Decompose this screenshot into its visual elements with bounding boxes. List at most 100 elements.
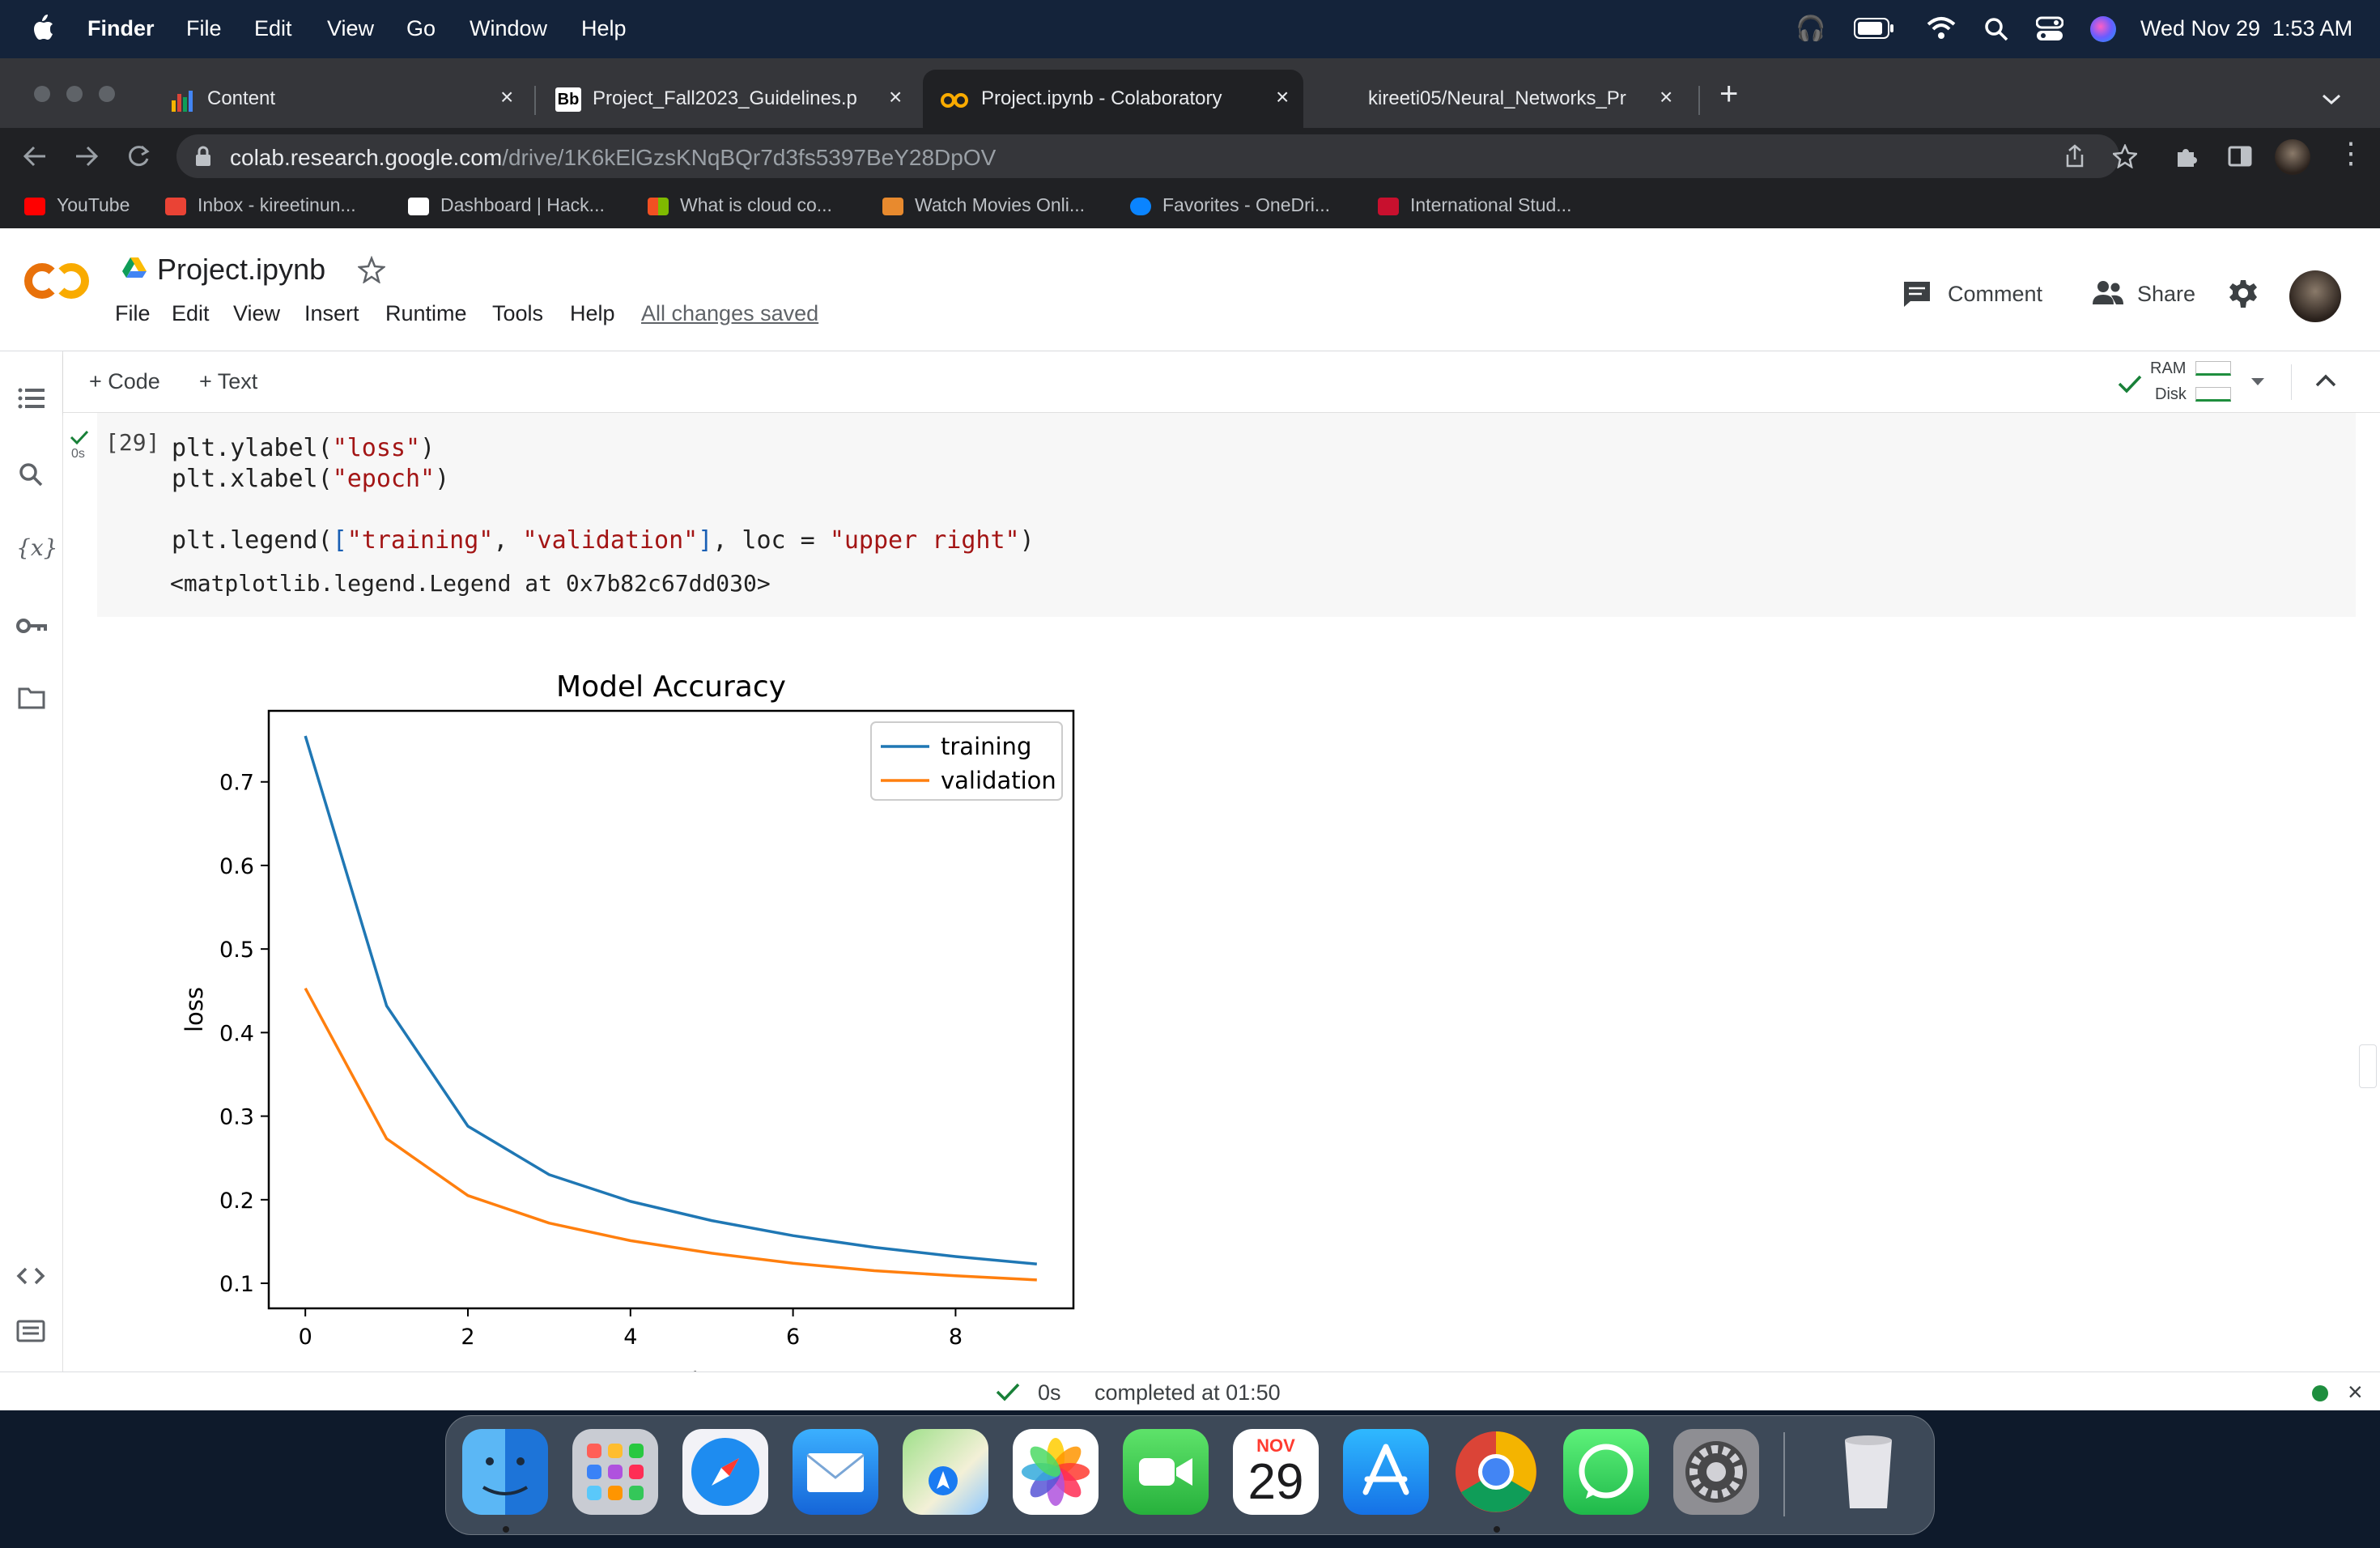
launchpad-icon[interactable] (572, 1429, 658, 1515)
secrets-key-icon[interactable] (16, 617, 47, 635)
star-notebook-icon[interactable] (358, 256, 385, 283)
add-code-cell-button[interactable]: + Code (89, 369, 160, 393)
collapse-header-chevron-up-icon[interactable] (2315, 374, 2336, 387)
ram-usage-bar[interactable] (2195, 361, 2231, 376)
maps-icon[interactable] (903, 1429, 988, 1515)
mail-icon[interactable] (793, 1429, 878, 1515)
tab-search-chevron-down-icon[interactable] (2322, 94, 2341, 105)
share-page-icon[interactable] (2064, 144, 2085, 168)
bookmark-onedrive[interactable]: Favorites - OneDri... (1130, 194, 1330, 216)
apple-icon[interactable] (31, 13, 55, 42)
tab-guidelines[interactable]: Bb Project_Fall2023_Guidelines.p × (542, 70, 915, 128)
whatsapp-icon[interactable] (1563, 1429, 1649, 1515)
x-tick-label: 8 (949, 1325, 963, 1350)
airpods-icon[interactable]: 🎧 (1796, 15, 1826, 42)
bookmark-star-icon[interactable] (2113, 144, 2137, 168)
share-button[interactable]: Share (2137, 282, 2196, 306)
comment-icon[interactable] (1902, 280, 1932, 308)
status-completed-text[interactable]: completed at 01:50 (1094, 1380, 1281, 1405)
colab-menu-help[interactable]: Help (570, 301, 615, 325)
tab-close-icon[interactable]: × (889, 84, 903, 109)
tab-content[interactable]: Content × (154, 70, 526, 128)
system-settings-icon[interactable] (1673, 1429, 1759, 1515)
new-tab-plus-icon[interactable]: + (1719, 76, 1739, 112)
menubar-date[interactable]: Wed Nov 29 (2140, 16, 2261, 40)
back-arrow-icon[interactable] (23, 146, 47, 167)
app-store-icon[interactable] (1343, 1429, 1429, 1515)
bookmark-gmail[interactable]: Inbox - kireetinun... (165, 194, 356, 216)
user-avatar[interactable] (2289, 270, 2341, 322)
colab-menu-view[interactable]: View (233, 301, 281, 325)
close-status-bar-icon[interactable]: × (2348, 1377, 2363, 1406)
cell-run-success-check-icon[interactable] (70, 429, 89, 445)
share-people-icon[interactable] (2092, 279, 2124, 306)
battery-icon[interactable] (1854, 18, 1894, 39)
chrome-menu-kebab-icon[interactable]: ⋮ (2336, 136, 2365, 169)
menubar-go[interactable]: Go (406, 16, 436, 40)
code-cell[interactable]: plt.ylabel("loss") plt.xlabel("epoch") p… (97, 413, 2356, 617)
save-status-link[interactable]: All changes saved (641, 301, 819, 325)
bookmark-movies[interactable]: Watch Movies Onli... (882, 194, 1085, 216)
bookmark-label: YouTube (57, 194, 130, 215)
chrome-profile-avatar[interactable] (2275, 139, 2310, 175)
variables-icon[interactable]: {x} (16, 534, 58, 561)
disk-usage-bar[interactable] (2195, 387, 2231, 402)
window-minimize-icon[interactable] (66, 86, 83, 102)
menubar-window[interactable]: Window (470, 16, 548, 40)
code-snippets-icon[interactable] (16, 1266, 45, 1286)
siri-icon[interactable] (2090, 16, 2116, 42)
bookmark-cloud[interactable]: What is cloud co... (648, 194, 832, 216)
wifi-icon[interactable] (1927, 15, 1956, 40)
tab-close-icon[interactable]: × (500, 84, 514, 109)
window-close-icon[interactable] (34, 86, 50, 102)
control-center-icon[interactable] (2036, 16, 2063, 42)
colab-menu-tools[interactable]: Tools (492, 301, 544, 325)
table-of-contents-icon[interactable] (18, 387, 45, 410)
notebook-title[interactable]: Project.ipynb (157, 253, 326, 286)
bookmark-international[interactable]: International Stud... (1378, 194, 1571, 216)
tab-close-icon[interactable]: × (1276, 84, 1290, 109)
y-tick-label: 0.1 (219, 1272, 254, 1297)
menubar-file[interactable]: File (186, 16, 222, 40)
resources-dropdown-icon[interactable] (2250, 377, 2265, 387)
menubar-view[interactable]: View (327, 16, 375, 40)
menubar-help[interactable]: Help (581, 16, 627, 40)
tab-colab[interactable]: Project.ipynb - Colaboratory × (923, 70, 1303, 128)
omnibox[interactable]: colab.research.google.com/drive/1K6kElGz… (176, 134, 2137, 178)
colab-logo-icon[interactable] (23, 259, 91, 303)
notebook-scrollbar-thumb[interactable] (2359, 1044, 2377, 1088)
search-icon[interactable] (18, 461, 44, 487)
colab-menu-insert[interactable]: Insert (304, 301, 359, 325)
connected-check-icon[interactable] (2118, 374, 2142, 393)
calendar-icon[interactable]: NOV 29 (1233, 1429, 1319, 1515)
chrome-icon[interactable] (1453, 1429, 1539, 1515)
lock-icon[interactable] (194, 146, 212, 167)
settings-gear-icon[interactable] (2228, 279, 2259, 309)
facetime-icon[interactable] (1123, 1429, 1209, 1515)
bookmark-hackerrank[interactable]: Dashboard | Hack... (408, 194, 605, 216)
menubar-edit[interactable]: Edit (254, 16, 292, 40)
colab-menu-edit[interactable]: Edit (172, 301, 210, 325)
side-panel-icon[interactable] (2228, 146, 2252, 167)
menubar-app-name[interactable]: Finder (87, 16, 155, 40)
photos-icon[interactable] (1013, 1429, 1099, 1515)
colab-menu-file[interactable]: File (115, 301, 151, 325)
extensions-puzzle-icon[interactable] (2174, 144, 2199, 168)
comment-button[interactable]: Comment (1948, 282, 2043, 306)
command-palette-icon[interactable] (16, 1320, 45, 1342)
reload-icon[interactable] (126, 144, 151, 168)
tab-close-icon[interactable]: × (1660, 84, 1673, 109)
url-text[interactable]: colab.research.google.com/drive/1K6kElGz… (230, 145, 996, 171)
trash-icon[interactable] (1825, 1429, 1911, 1515)
finder-icon[interactable] (462, 1429, 548, 1515)
menubar-time[interactable]: 1:53 AM (2272, 16, 2353, 40)
files-folder-icon[interactable] (18, 687, 45, 709)
safari-icon[interactable] (682, 1429, 768, 1515)
window-zoom-icon[interactable] (99, 86, 115, 102)
colab-menu-runtime[interactable]: Runtime (385, 301, 467, 325)
bookmark-youtube[interactable]: YouTube (24, 194, 130, 216)
add-text-cell-button[interactable]: + Text (199, 369, 258, 393)
forward-arrow-icon[interactable] (74, 146, 99, 167)
spotlight-search-icon[interactable] (1983, 16, 2009, 42)
tab-github[interactable]: kireeti05/Neural_Networks_Pr × (1311, 70, 1684, 128)
